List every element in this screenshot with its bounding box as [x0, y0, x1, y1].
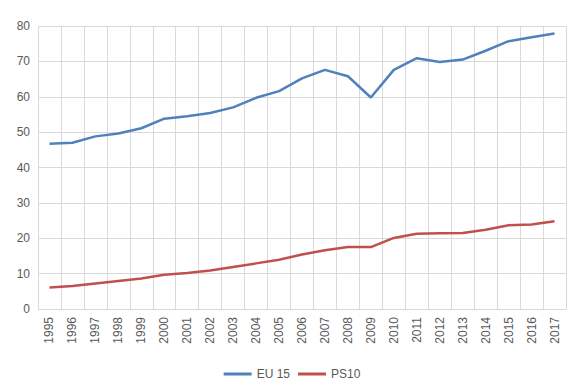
svg-text:20: 20: [17, 231, 31, 245]
svg-text:2015: 2015: [502, 317, 516, 344]
svg-text:PS10: PS10: [331, 367, 361, 381]
svg-text:EU 15: EU 15: [257, 367, 291, 381]
svg-text:80: 80: [17, 19, 31, 33]
svg-text:2003: 2003: [226, 317, 240, 344]
svg-text:1998: 1998: [111, 317, 125, 344]
svg-text:2007: 2007: [318, 317, 332, 344]
svg-text:2014: 2014: [479, 317, 493, 344]
svg-text:2006: 2006: [295, 317, 309, 344]
svg-text:2004: 2004: [249, 317, 263, 344]
svg-text:2002: 2002: [203, 317, 217, 344]
svg-text:2009: 2009: [364, 317, 378, 344]
svg-text:70: 70: [17, 54, 31, 68]
svg-text:1996: 1996: [65, 317, 79, 344]
svg-text:2000: 2000: [157, 317, 171, 344]
svg-text:2008: 2008: [341, 317, 355, 344]
svg-text:0: 0: [23, 302, 30, 316]
svg-text:2011: 2011: [410, 317, 424, 343]
svg-text:60: 60: [17, 90, 31, 104]
svg-text:2013: 2013: [456, 317, 470, 344]
svg-text:2017: 2017: [548, 317, 562, 344]
svg-text:50: 50: [17, 125, 31, 139]
svg-text:1999: 1999: [134, 317, 148, 344]
svg-text:2016: 2016: [525, 317, 539, 344]
svg-text:10: 10: [17, 267, 31, 281]
svg-text:1997: 1997: [88, 317, 102, 344]
svg-text:2001: 2001: [180, 317, 194, 344]
svg-text:2012: 2012: [433, 317, 447, 344]
svg-text:1995: 1995: [42, 317, 56, 344]
svg-text:2005: 2005: [272, 317, 286, 344]
svg-text:30: 30: [17, 196, 31, 210]
svg-text:2010: 2010: [387, 317, 401, 344]
svg-text:40: 40: [17, 161, 31, 175]
